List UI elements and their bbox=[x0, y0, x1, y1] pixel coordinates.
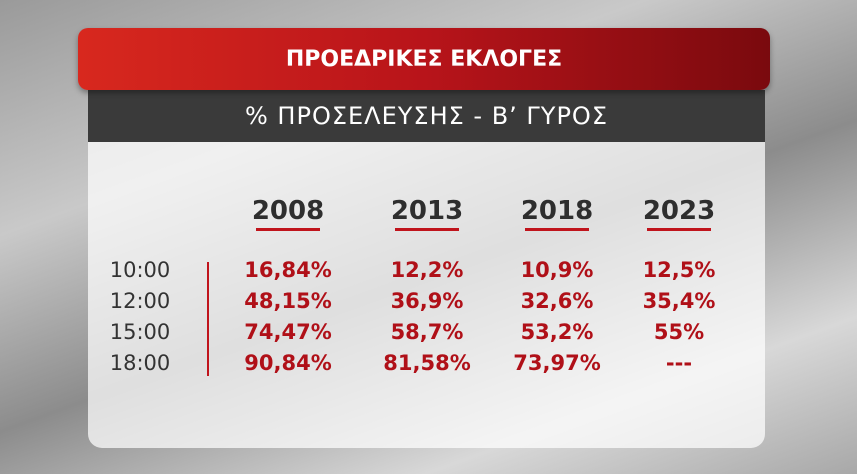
cell-value: 10,9% bbox=[520, 258, 594, 282]
cell-value: 55% bbox=[653, 320, 705, 344]
cell-value: 90,84% bbox=[244, 351, 332, 375]
cell-value: 73,97% bbox=[513, 351, 601, 375]
cell-value: 53,2% bbox=[520, 320, 594, 344]
cell-value: --- bbox=[665, 351, 693, 375]
cell-value: 12,5% bbox=[642, 258, 716, 282]
header-underline bbox=[647, 228, 711, 231]
cell-value: 58,7% bbox=[390, 320, 464, 344]
cell-value: 74,47% bbox=[244, 320, 332, 344]
column-header: 2023 bbox=[642, 196, 716, 226]
cell-value: 81,58% bbox=[383, 351, 471, 375]
row-time: 15:00 bbox=[109, 320, 171, 344]
cell-value: 12,2% bbox=[390, 258, 464, 282]
cell-value: 36,9% bbox=[390, 289, 464, 313]
table-panel bbox=[88, 142, 765, 448]
row-time: 10:00 bbox=[109, 258, 171, 282]
row-time: 18:00 bbox=[109, 351, 171, 375]
subtitle: % ΠΡΟΣΕΛΕΥΣΗΣ - Β’ ΓΥΡΟΣ bbox=[245, 102, 608, 130]
subtitle-bar: % ΠΡΟΣΕΛΕΥΣΗΣ - Β’ ΓΥΡΟΣ bbox=[88, 90, 765, 142]
cell-value: 48,15% bbox=[244, 289, 332, 313]
cell-value: 35,4% bbox=[642, 289, 716, 313]
row-time: 12:00 bbox=[109, 289, 171, 313]
column-header: 2013 bbox=[390, 196, 464, 226]
header-underline bbox=[395, 228, 459, 231]
column-header: 2018 bbox=[520, 196, 594, 226]
column-header: 2008 bbox=[251, 196, 325, 226]
cell-value: 16,84% bbox=[244, 258, 332, 282]
title-banner: ΠΡΟΕΔΡΙΚΕΣ ΕΚΛΟΓΕΣ bbox=[78, 28, 770, 90]
cell-value: 32,6% bbox=[520, 289, 594, 313]
title: ΠΡΟΕΔΡΙΚΕΣ ΕΚΛΟΓΕΣ bbox=[285, 46, 563, 72]
header-underline bbox=[256, 228, 320, 231]
divider bbox=[207, 262, 209, 376]
header-underline bbox=[525, 228, 589, 231]
